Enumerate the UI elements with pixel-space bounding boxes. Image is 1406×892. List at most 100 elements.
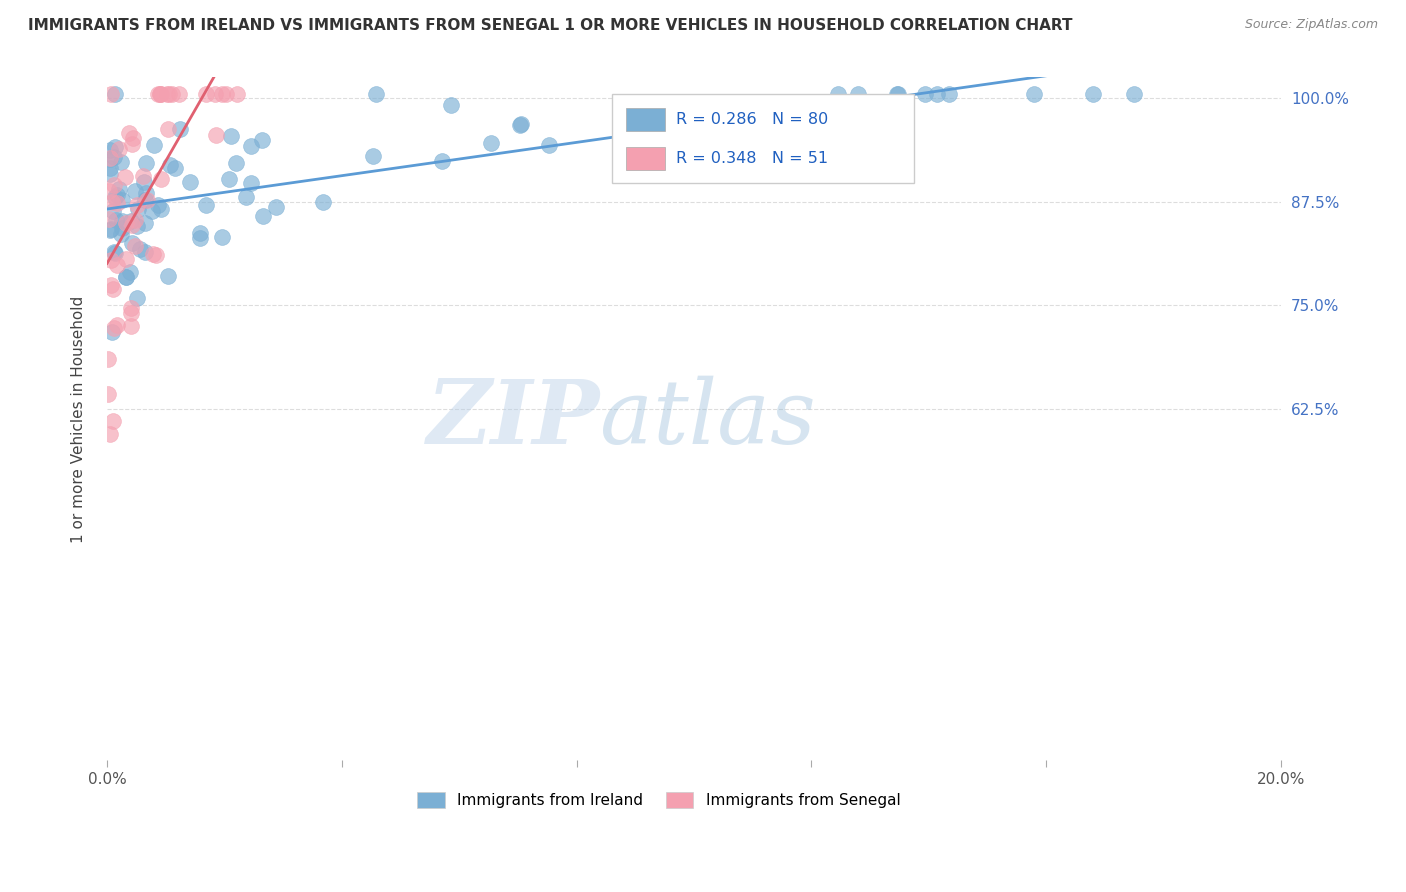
- Point: [252, 133, 274, 147]
- Point: [204, 87, 226, 101]
- Point: [157, 87, 180, 101]
- Point: [136, 193, 159, 207]
- Point: [114, 170, 136, 185]
- Legend: Immigrants from Ireland, Immigrants from Senegal: Immigrants from Ireland, Immigrants from…: [411, 786, 907, 814]
- Point: [104, 87, 127, 101]
- Text: R = 0.348   N = 51: R = 0.348 N = 51: [676, 152, 828, 166]
- Point: [938, 87, 960, 101]
- Point: [1123, 87, 1146, 101]
- Point: [98, 143, 121, 157]
- Text: R = 0.286   N = 80: R = 0.286 N = 80: [676, 112, 828, 127]
- Point: [1081, 87, 1104, 101]
- Point: [167, 87, 190, 101]
- Point: [105, 213, 128, 227]
- Y-axis label: 1 or more Vehicles in Household: 1 or more Vehicles in Household: [72, 295, 86, 542]
- Point: [111, 193, 134, 207]
- Point: [118, 126, 141, 140]
- Point: [105, 258, 128, 272]
- Point: [124, 239, 146, 253]
- Point: [103, 321, 125, 335]
- Point: [135, 156, 157, 170]
- Point: [887, 87, 910, 101]
- Point: [156, 122, 179, 136]
- Point: [98, 211, 121, 226]
- Point: [925, 87, 948, 101]
- Point: [264, 200, 287, 214]
- Point: [100, 195, 122, 210]
- Point: [124, 184, 146, 198]
- Point: [125, 219, 148, 233]
- Point: [150, 202, 173, 217]
- Point: [211, 87, 233, 101]
- Point: [211, 230, 233, 244]
- Point: [149, 87, 172, 101]
- Point: [848, 87, 870, 101]
- Point: [132, 175, 155, 189]
- Point: [110, 155, 132, 169]
- Point: [104, 140, 127, 154]
- Point: [225, 156, 247, 170]
- Point: [127, 291, 149, 305]
- Point: [1022, 87, 1045, 101]
- Point: [98, 426, 121, 441]
- Point: [142, 247, 165, 261]
- Point: [204, 128, 226, 143]
- Point: [121, 131, 143, 145]
- Point: [145, 247, 167, 261]
- Point: [105, 188, 128, 202]
- Point: [121, 136, 143, 151]
- Text: ZIP: ZIP: [427, 376, 600, 462]
- Point: [148, 87, 170, 101]
- Point: [214, 87, 236, 101]
- Point: [100, 221, 122, 235]
- Point: [440, 97, 463, 112]
- Point: [252, 209, 274, 223]
- Point: [104, 190, 127, 204]
- Point: [194, 87, 217, 101]
- Point: [120, 305, 142, 319]
- Point: [240, 138, 263, 153]
- Point: [111, 220, 134, 235]
- Point: [103, 203, 125, 218]
- Point: [105, 318, 128, 332]
- Point: [98, 167, 121, 181]
- Point: [100, 253, 122, 268]
- Point: [430, 153, 453, 168]
- Point: [127, 198, 149, 212]
- Point: [98, 223, 121, 237]
- Point: [194, 198, 217, 212]
- Point: [121, 218, 143, 232]
- Point: [827, 87, 849, 101]
- Point: [120, 265, 142, 279]
- Point: [104, 245, 127, 260]
- Point: [188, 231, 211, 245]
- Point: [111, 214, 134, 228]
- Point: [103, 245, 125, 260]
- Point: [188, 226, 211, 240]
- Point: [107, 142, 129, 156]
- Point: [364, 87, 387, 101]
- Point: [101, 414, 124, 428]
- Point: [120, 214, 142, 228]
- Point: [98, 151, 121, 165]
- Point: [98, 153, 121, 167]
- Point: [134, 193, 156, 207]
- Text: atlas: atlas: [600, 376, 815, 462]
- Point: [98, 185, 121, 199]
- Point: [510, 117, 533, 131]
- Point: [101, 282, 124, 296]
- Point: [108, 182, 131, 196]
- Point: [914, 87, 936, 101]
- Point: [120, 301, 142, 316]
- Point: [149, 87, 172, 101]
- Point: [886, 87, 908, 101]
- Point: [105, 195, 128, 210]
- Point: [124, 212, 146, 227]
- Point: [218, 171, 240, 186]
- Point: [157, 268, 180, 283]
- Point: [134, 244, 156, 259]
- Point: [121, 236, 143, 251]
- Point: [156, 87, 179, 101]
- Point: [98, 161, 121, 175]
- Point: [131, 169, 153, 183]
